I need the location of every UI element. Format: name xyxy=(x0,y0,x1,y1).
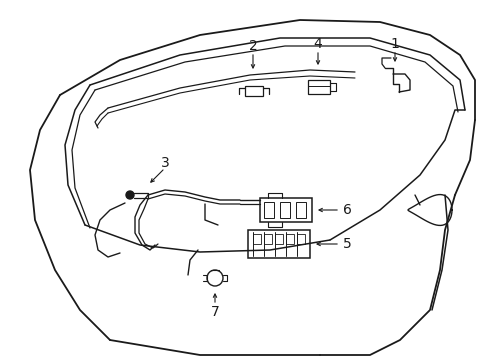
Bar xyxy=(247,230,309,258)
Bar xyxy=(296,234,305,244)
Text: 2: 2 xyxy=(248,39,257,53)
Bar xyxy=(264,234,271,244)
Bar xyxy=(285,234,293,244)
Bar xyxy=(274,234,283,244)
Text: 1: 1 xyxy=(390,37,399,51)
Text: 5: 5 xyxy=(342,237,351,251)
Circle shape xyxy=(126,191,134,199)
Bar xyxy=(280,202,289,218)
Text: 7: 7 xyxy=(210,305,219,319)
Bar xyxy=(252,234,261,244)
Bar xyxy=(260,198,311,222)
Bar xyxy=(295,202,305,218)
Bar xyxy=(264,202,273,218)
Text: 4: 4 xyxy=(313,37,322,51)
Text: 3: 3 xyxy=(160,156,169,170)
Bar xyxy=(307,80,329,94)
Bar xyxy=(244,86,263,96)
Text: 6: 6 xyxy=(342,203,351,217)
